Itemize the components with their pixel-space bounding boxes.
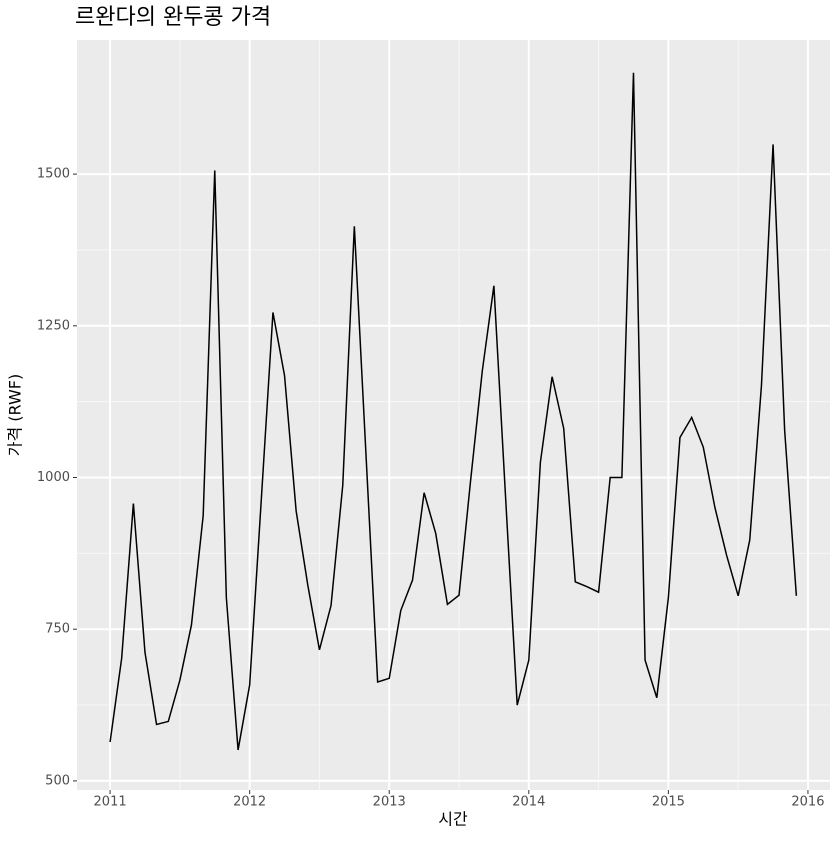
y-tick-label: 1250 <box>37 318 70 333</box>
x-axis-label: 시간 <box>438 810 468 829</box>
y-tick-label: 750 <box>45 622 70 637</box>
x-tick-label: 2016 <box>791 795 824 810</box>
panel <box>77 40 830 790</box>
x-tick-label: 2013 <box>373 795 406 810</box>
x-tick-label: 2015 <box>652 795 685 810</box>
x-tick-label: 2011 <box>94 795 127 810</box>
y-tick-label: 1500 <box>37 167 70 182</box>
line <box>109 72 798 751</box>
y-tick-label: 500 <box>45 773 70 788</box>
x-tick-label: 2014 <box>512 795 545 810</box>
y-tick-label: 1000 <box>37 470 70 485</box>
x-tick-label: 2012 <box>233 795 266 810</box>
chart-title: 르완다의 완두콩 가격 <box>75 5 271 30</box>
y-axis-label: 가격 (RWF) <box>6 374 25 457</box>
